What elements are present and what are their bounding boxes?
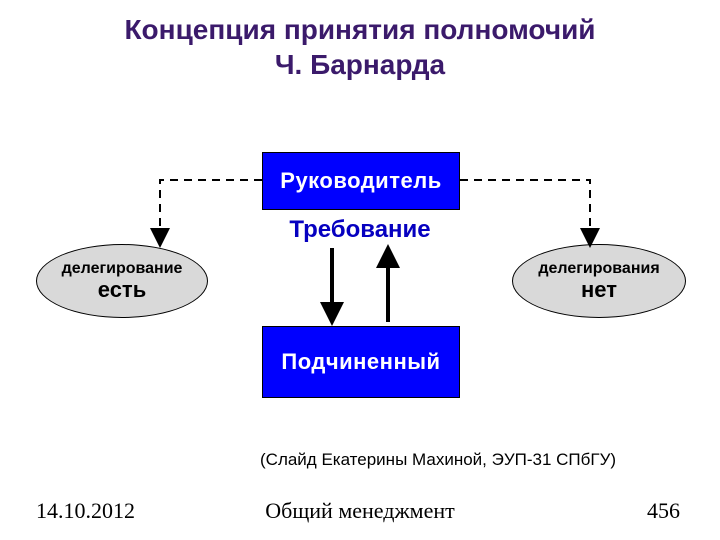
footer-page: 456 <box>647 498 680 524</box>
right-ellipse-delegation-no: делегирования нет <box>512 244 686 318</box>
top-box-leader: Руководитель <box>262 152 460 210</box>
left-ellipse-line2: есть <box>98 278 146 301</box>
left-ellipse-line1: делегирование <box>62 261 183 278</box>
credit-text: (Слайд Екатерины Махиной, ЭУП-31 СПбГУ) <box>260 450 616 469</box>
bottom-box-subordinate: Подчиненный <box>262 326 460 398</box>
bottom-box-label: Подчиненный <box>281 349 440 375</box>
right-ellipse-line2: нет <box>581 278 617 301</box>
right-ellipse-line1: делегирования <box>538 261 659 278</box>
title-line2: Ч. Барнарда <box>0 47 720 82</box>
footer-center: Общий менеджмент <box>0 498 720 524</box>
middle-label-text: Требование <box>289 216 430 243</box>
slide-title: Концепция принятия полномочий Ч. Барнард… <box>0 12 720 82</box>
slide-credit: (Слайд Екатерины Махиной, ЭУП-31 СПбГУ) <box>260 450 616 470</box>
top-box-label: Руководитель <box>280 168 441 194</box>
middle-label-requirement: Требование <box>260 216 460 244</box>
left-ellipse-delegation-yes: делегирование есть <box>36 244 208 318</box>
slide-footer: 14.10.2012 Общий менеджмент 456 <box>0 498 720 526</box>
title-line1: Концепция принятия полномочий <box>0 12 720 47</box>
